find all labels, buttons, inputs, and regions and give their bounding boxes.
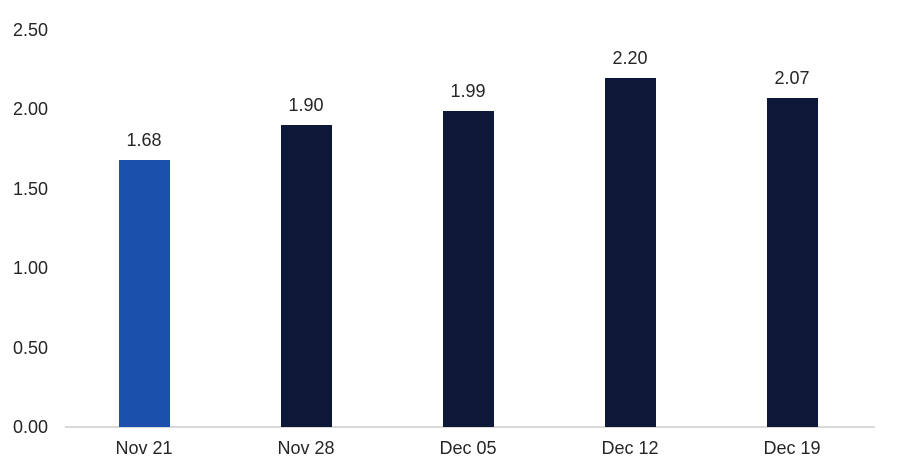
x-tick-label: Dec 12 (601, 438, 659, 458)
y-tick-label: 1.50 (12, 178, 48, 199)
y-tick-label: 0.00 (12, 417, 48, 437)
x-tick-label: Dec 05 (439, 438, 497, 458)
bar-value-label: 1.68 (126, 130, 162, 150)
bar (605, 78, 656, 427)
bar (443, 111, 494, 427)
bar (281, 125, 332, 427)
y-tick-label: 2.50 (12, 20, 48, 40)
x-tick-label: Nov 28 (277, 438, 335, 458)
bar-value-label: 2.20 (612, 48, 648, 68)
y-tick-label: 2.00 (12, 99, 48, 120)
bar-value-label: 2.07 (774, 68, 810, 88)
y-tick-label: 0.50 (12, 337, 48, 358)
bar-value-label: 1.99 (450, 81, 486, 101)
y-tick-label: 1.00 (12, 258, 48, 279)
x-tick-label: Nov 21 (115, 438, 173, 458)
x-tick-label: Dec 19 (763, 438, 821, 458)
bar (767, 98, 818, 427)
x-axis-line (65, 426, 875, 428)
bar-value-label: 1.90 (288, 95, 324, 115)
bar (119, 160, 170, 427)
